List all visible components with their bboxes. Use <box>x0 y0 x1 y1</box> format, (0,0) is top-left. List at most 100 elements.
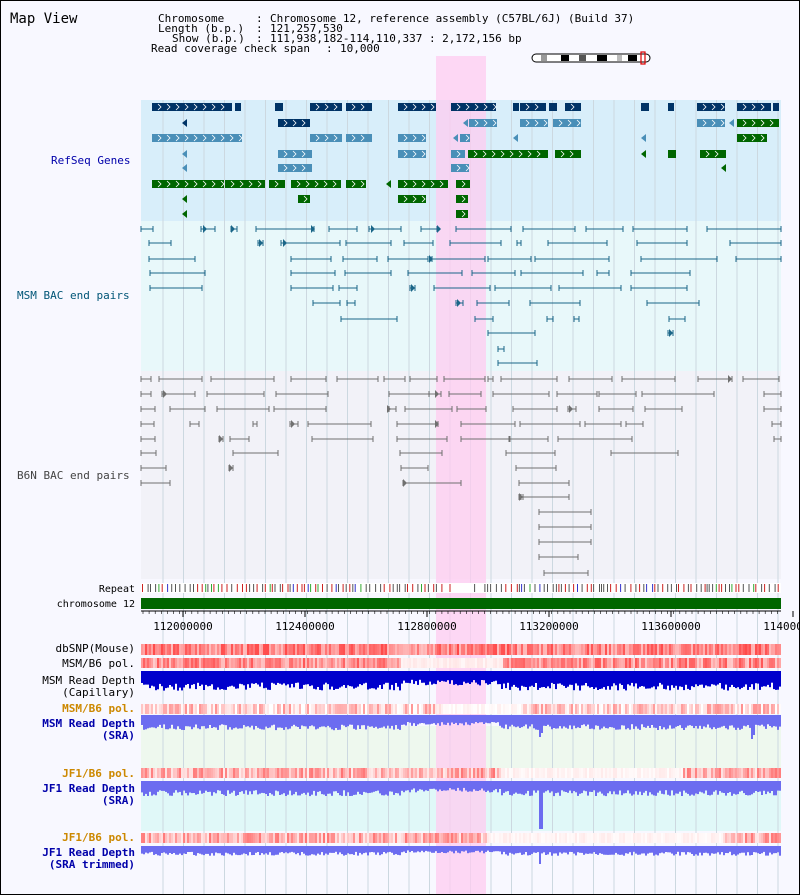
depth-bar <box>635 846 637 854</box>
heat-cell <box>731 644 733 655</box>
heat-cell <box>403 768 405 778</box>
heat-cell <box>513 658 515 668</box>
heat-cell <box>533 704 535 714</box>
heat-cell <box>279 704 281 714</box>
depth-bar <box>683 715 685 730</box>
heat-cell <box>627 658 629 668</box>
heat-cell <box>441 644 443 655</box>
depth-bar <box>699 671 701 685</box>
depth-bar <box>293 781 295 795</box>
depth-bar <box>729 671 731 688</box>
depth-bar <box>313 781 315 791</box>
heat-cell <box>143 644 145 655</box>
depth-bar <box>415 846 417 853</box>
track-label-msm-bac[interactable]: MSM BAC end pairs <box>17 289 130 302</box>
axis-tick-label: 113600000 <box>641 620 701 633</box>
heat-cell <box>585 658 587 668</box>
heat-cell <box>245 768 247 778</box>
chromosome-ideogram[interactable] <box>531 51 651 65</box>
depth-bar <box>359 846 361 853</box>
heat-cell <box>545 833 547 843</box>
heat-cell <box>419 704 421 714</box>
refseq-gene <box>641 103 649 111</box>
track-label-b6n-bac[interactable]: B6N BAC end pairs <box>17 469 130 482</box>
msm-bac-pair <box>312 300 341 306</box>
b6n-bac-pairs[interactable] <box>140 375 782 576</box>
heat-cell <box>249 704 251 714</box>
heat-cell <box>729 704 731 714</box>
heat-cell <box>291 658 293 668</box>
heat-cell <box>371 644 373 655</box>
heat-cell <box>329 658 331 668</box>
depth-bar <box>669 846 671 853</box>
heat-cell <box>765 644 767 655</box>
depth-bar <box>761 781 763 795</box>
depth-bar <box>233 715 235 729</box>
heat-cell <box>301 658 303 668</box>
heat-cell <box>325 833 327 843</box>
depth-bar <box>645 846 647 856</box>
refseq-genes[interactable] <box>152 103 779 218</box>
repeat-mark <box>768 584 770 592</box>
heat-cell <box>755 704 757 714</box>
msm-bac-pair <box>455 226 512 232</box>
depth-bar <box>647 846 649 854</box>
depth-bar <box>729 781 731 793</box>
refseq-gene <box>278 150 312 158</box>
depth-bar <box>321 781 323 795</box>
depth-bar <box>769 846 771 853</box>
heat-cell <box>457 644 459 655</box>
heat-cell <box>159 658 161 668</box>
depth-bar <box>659 781 661 791</box>
depth-bar <box>465 846 467 851</box>
heat-cell <box>331 704 333 714</box>
depth-bar <box>381 715 383 728</box>
depth-bar <box>561 671 563 685</box>
heat-cell <box>521 833 523 843</box>
depth-bar <box>165 671 167 689</box>
depth-bar <box>607 846 609 855</box>
heat-cell <box>727 704 729 714</box>
heat-cell <box>651 768 653 778</box>
heat-cell <box>551 644 553 655</box>
depth-bar <box>169 846 171 853</box>
depth-bar <box>555 671 557 690</box>
depth-bar <box>513 715 515 727</box>
depth-bar <box>355 715 357 730</box>
depth-bar <box>573 846 575 854</box>
repeat-mark <box>155 584 157 592</box>
heat-cell <box>405 704 407 714</box>
depth-bar <box>367 846 369 856</box>
msm-bac-pairs[interactable] <box>140 225 782 366</box>
depth-bar <box>373 671 375 689</box>
depth-bar <box>643 846 645 854</box>
depth-bar <box>735 715 737 730</box>
depth-bar <box>651 781 653 795</box>
heat-cell <box>367 833 369 843</box>
heat-cell <box>157 658 159 668</box>
depth-bar <box>321 715 323 727</box>
heat-cell <box>423 768 425 778</box>
heat-cell <box>199 644 201 655</box>
depth-bar <box>405 846 407 853</box>
heat-cell <box>181 704 183 714</box>
heat-cell <box>635 644 637 655</box>
depth-bar <box>723 671 725 690</box>
repeat-mark <box>678 584 679 592</box>
track-label-refseq[interactable]: RefSeq Genes <box>51 154 130 167</box>
depth-bar <box>195 781 197 795</box>
msm-bac-pair <box>487 330 536 336</box>
depth-bar <box>415 781 417 793</box>
heat-cell <box>361 644 363 655</box>
heat-cell <box>385 644 387 655</box>
depth-bar <box>189 715 191 727</box>
heat-cell <box>413 833 415 843</box>
repeat-mark <box>380 584 382 592</box>
depth-bar <box>325 846 327 854</box>
heat-cell <box>167 704 169 714</box>
depth-bar <box>423 846 425 853</box>
depth-bar <box>625 671 627 691</box>
depth-bar <box>551 671 553 683</box>
msm-bac-pair <box>387 255 433 263</box>
